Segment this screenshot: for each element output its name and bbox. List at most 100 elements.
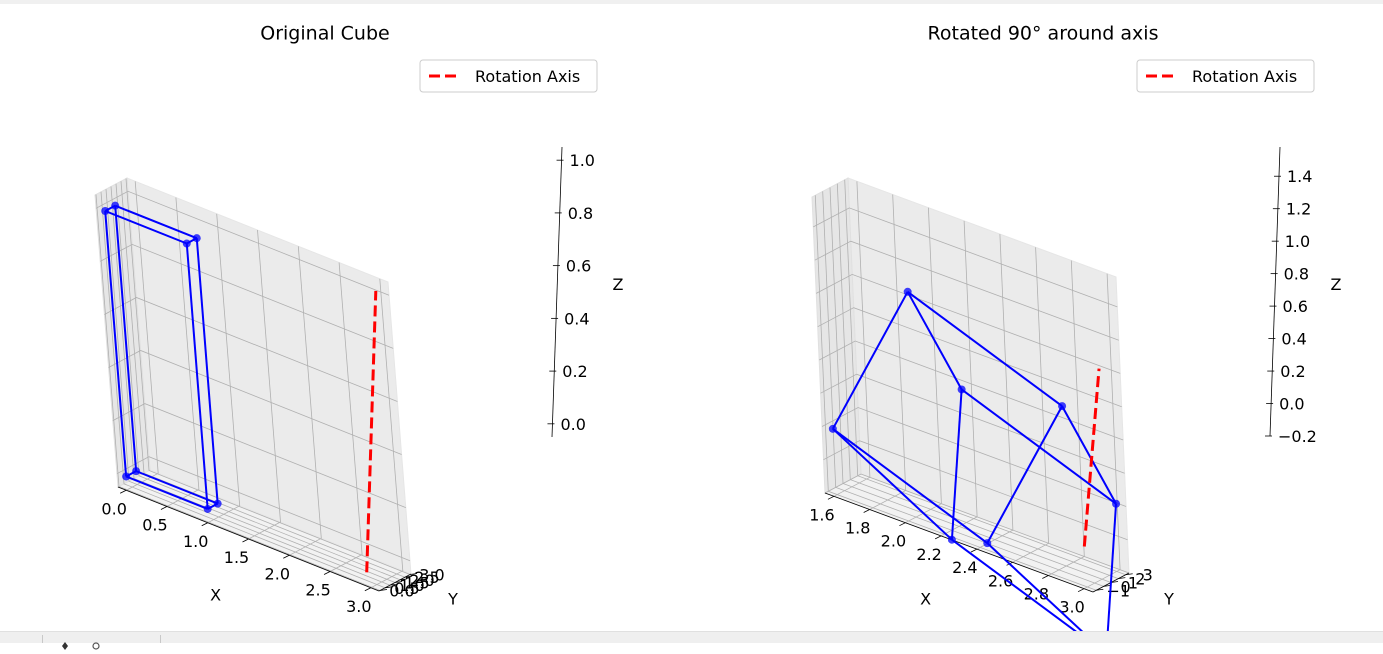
rotation-axis-line <box>1082 368 1101 547</box>
y-tick-mark <box>384 586 393 589</box>
x-tick-label: 2.4 <box>952 558 977 577</box>
x-tick-mark <box>283 554 290 559</box>
z-axis-line <box>1269 146 1281 437</box>
gridline-y <box>110 186 396 583</box>
z-tick-label: 0.4 <box>1281 330 1306 349</box>
cube-edge <box>114 205 138 472</box>
y-tick-mark <box>409 573 418 575</box>
gridline-z <box>104 297 398 402</box>
y-tick-mark <box>1118 577 1126 580</box>
y-tick-mark <box>1110 581 1119 583</box>
cube-edge <box>951 538 1077 631</box>
cube-edge <box>950 389 963 540</box>
y-tick-label: 2 <box>1135 570 1145 589</box>
legend-label: Rotation Axis <box>1192 67 1297 86</box>
x-tick-mark <box>934 535 942 540</box>
rotation-axis-line <box>365 290 378 573</box>
x-tick-mark <box>160 506 168 510</box>
toolbar-separator <box>42 635 43 643</box>
cube-edge <box>114 204 198 240</box>
z-tick-label: 0.6 <box>566 257 591 276</box>
figure-canvas: Original Cube0.00.51.01.52.02.53.00.00.5… <box>94 23 1342 631</box>
x-tick-label: 2.6 <box>988 571 1013 590</box>
z-tick-label: 0.6 <box>1282 297 1307 316</box>
cube-edge <box>831 291 909 430</box>
cube-vertex-point <box>182 239 191 248</box>
x-tick-mark <box>899 522 906 527</box>
cube-edge <box>832 428 953 541</box>
x-tick-label: 2.5 <box>305 581 330 600</box>
gridline-y <box>100 191 386 589</box>
y-tick-label: 2.0 <box>409 571 434 590</box>
cube-vertex-point <box>828 424 837 433</box>
y-tick-mark <box>1125 573 1133 576</box>
y-tick-label: 1.0 <box>399 576 424 595</box>
x-tick-label: 0.0 <box>101 499 126 518</box>
toolbar-strip <box>0 631 1383 650</box>
z-tick-label: 1.0 <box>1285 232 1310 251</box>
y-tick-label: 1.5 <box>404 574 429 593</box>
x-tick-label: 2.8 <box>1024 585 1049 604</box>
subplot-rotated-cube: Rotated 90° around axis 1.6 1.8 2.0 2.2 2.4 2.… <box>809 23 1342 631</box>
x-tick-label: 1.0 <box>183 532 208 551</box>
gridline-z <box>819 340 1124 441</box>
y-tick-label: 3.0 <box>419 566 444 585</box>
z-axis-label: Z <box>1331 275 1342 294</box>
x-tick-mark <box>323 571 331 575</box>
z-axis-label: Z <box>613 275 624 294</box>
z-tick-label: 0.8 <box>568 204 593 223</box>
cube-edge <box>125 475 209 510</box>
z-tick-label: 1.0 <box>570 151 595 170</box>
y-tick-label: 0.5 <box>394 579 419 598</box>
cube-edge <box>104 210 128 477</box>
cube-vertex-point <box>903 287 912 296</box>
cube-vertex-point <box>947 535 956 544</box>
cube-vertex-point <box>957 385 966 394</box>
legend-label: Rotation Axis <box>475 67 580 86</box>
gridline-z <box>112 403 406 508</box>
gridline-y <box>105 189 391 586</box>
y-tick-mark <box>394 581 403 583</box>
y-tick-mark <box>404 575 413 578</box>
gridline-z <box>824 473 1130 574</box>
y-tick-mark <box>379 589 388 591</box>
y-tick-label: 1 <box>1128 574 1138 593</box>
y-tick-label: −1 <box>1107 581 1131 600</box>
z-axis-line <box>551 146 563 438</box>
cube-vertex-point <box>122 472 131 481</box>
z-tick-label: 0.2 <box>1280 362 1305 381</box>
legend-box <box>1136 59 1315 93</box>
y-tick-label: 0.0 <box>389 581 414 600</box>
x-axis-label: X <box>920 590 931 609</box>
cube-edge <box>185 243 209 510</box>
gridline-y <box>95 194 381 591</box>
x-tick-label: 1.5 <box>224 548 249 567</box>
toolbar-separator <box>160 635 161 643</box>
cube-edge <box>986 405 1063 544</box>
z-tick-label: 0.4 <box>564 309 589 328</box>
x-tick-mark <box>201 522 208 527</box>
x-tick-label: 2.0 <box>265 564 290 583</box>
gridline-z <box>821 407 1127 507</box>
z-tick-label: 1.4 <box>1287 167 1312 186</box>
cube-vertex-point <box>213 499 222 508</box>
cube-edge <box>104 210 188 245</box>
cube-edge <box>1061 405 1117 505</box>
cube-edge <box>961 388 1117 505</box>
cube-edge <box>907 291 1063 407</box>
x-tick-label: 1.6 <box>809 505 834 524</box>
y-axis-label: Y <box>447 590 458 609</box>
x-tick-mark <box>1042 575 1049 579</box>
y-tick-label: 3 <box>1143 566 1153 585</box>
z-tick-label: −0.2 <box>1278 427 1317 446</box>
x-tick-mark <box>827 495 835 500</box>
gridline-z <box>95 190 390 296</box>
y-tick-mark <box>399 578 408 581</box>
y-tick-mark <box>1096 588 1104 591</box>
chart-title: Rotated 90° around axis <box>928 23 1159 45</box>
cube-edge <box>906 291 963 390</box>
x-axis-label: X <box>210 586 221 605</box>
x-tick-mark <box>119 489 127 494</box>
cube-vertex-point <box>111 201 120 210</box>
x-tick-label: 0.5 <box>142 516 167 535</box>
